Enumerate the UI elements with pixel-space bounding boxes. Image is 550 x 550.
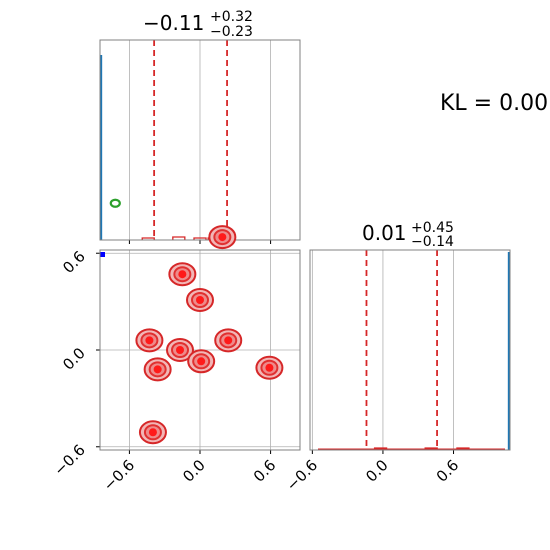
contour-core xyxy=(196,296,204,304)
contour-core xyxy=(153,365,162,374)
contour-blob xyxy=(187,349,216,374)
x-tick-label: 0.6 xyxy=(250,456,280,486)
contour-blob xyxy=(255,355,284,380)
contour-blob xyxy=(166,338,194,362)
title-y-sub: −0.14 xyxy=(411,234,454,250)
y-tick-label: 0.0 xyxy=(59,344,89,374)
contour-blob xyxy=(143,357,172,382)
contour-core xyxy=(224,336,233,345)
main-hist-bin xyxy=(193,237,207,240)
main-hist-bin xyxy=(172,236,186,240)
kl-label: KL = 0.00 xyxy=(440,91,548,116)
contour-blob xyxy=(168,262,197,287)
y-tick-label: 0.6 xyxy=(59,247,89,277)
contour-core xyxy=(265,363,274,372)
x-tick-label: 0.6 xyxy=(433,456,463,486)
x-tick-label: 0.0 xyxy=(179,456,209,486)
contour-blob xyxy=(135,328,164,353)
axes-frame xyxy=(309,249,511,451)
main-hist-bin xyxy=(141,237,155,240)
title-y-marginal: 0.01 +0.45 −0.14 xyxy=(362,220,454,250)
title-x-marginal: −0.11 +0.32 −0.23 xyxy=(143,9,253,40)
x-tick-label: −0.6 xyxy=(100,456,138,494)
joint-contour-panel: −0.6 0.0 0.6 −0.6 0.0 0.6 xyxy=(50,198,301,495)
contour-core xyxy=(176,346,184,354)
x-tick-label: −0.6 xyxy=(283,456,321,494)
marginal-hist-x-panel xyxy=(99,39,301,244)
axes-frame xyxy=(99,39,301,241)
marginal-hist-y-panel: −0.6 0.0 0.6 xyxy=(283,249,511,495)
contour-core xyxy=(145,336,154,345)
axes-frame xyxy=(99,249,301,451)
title-x-main: −0.11 xyxy=(143,11,204,35)
contour-core xyxy=(178,270,187,279)
title-x-sub: −0.23 xyxy=(210,24,253,40)
contour-blob xyxy=(214,328,243,353)
contour-blob xyxy=(186,288,214,312)
x-tick-label: 0.0 xyxy=(362,456,392,486)
title-x-sup: +0.32 xyxy=(210,9,253,25)
blue-ref-marker xyxy=(100,252,105,257)
contour-core xyxy=(218,233,227,242)
contour-core xyxy=(197,357,206,366)
contour-blob xyxy=(208,225,237,250)
y-tick-label: −0.6 xyxy=(50,441,88,479)
green-contour-marker xyxy=(109,198,121,208)
contour-blob xyxy=(138,420,167,445)
title-y-main: 0.01 xyxy=(362,221,407,245)
contour-core xyxy=(148,428,157,437)
title-y-sup: +0.45 xyxy=(411,220,454,236)
